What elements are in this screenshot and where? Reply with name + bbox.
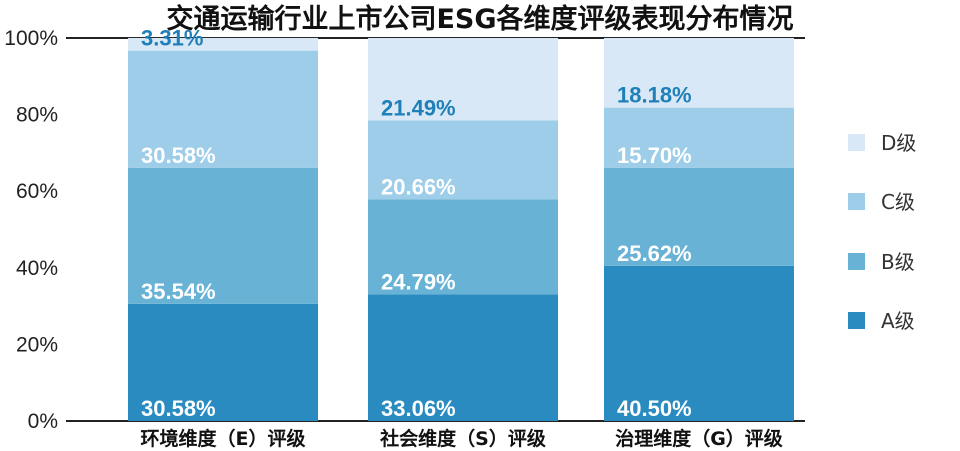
data-label: 30.58%	[141, 396, 216, 421]
legend-swatch	[848, 253, 865, 270]
bar-segment	[604, 38, 794, 108]
data-label: 3.31%	[141, 26, 203, 51]
bar-segment	[368, 120, 558, 200]
legend-label: C级	[881, 190, 915, 214]
y-tick-label: 40%	[16, 257, 58, 280]
bar-segment	[368, 294, 558, 421]
data-label: 35.54%	[141, 279, 216, 304]
bar-segment	[128, 303, 318, 421]
data-label: 30.58%	[141, 143, 216, 168]
data-label: 20.66%	[381, 174, 456, 199]
y-tick-label: 20%	[16, 333, 58, 356]
data-label: 24.79%	[381, 269, 456, 294]
legend-swatch	[848, 312, 865, 329]
bar-segment	[128, 50, 318, 168]
legend: D级 C级 B级 A级	[848, 131, 916, 333]
data-label: 21.49%	[381, 95, 456, 120]
category-label: 环境维度（E）评级	[141, 427, 306, 450]
legend-swatch	[848, 134, 865, 151]
data-label: 33.06%	[381, 396, 456, 421]
bar-segment	[604, 167, 794, 266]
x-axis: 环境维度（E）评级 社会维度（S）评级 治理维度（G）评级	[141, 427, 783, 450]
y-tick-label: 100%	[4, 27, 58, 50]
y-tick-label: 80%	[16, 104, 58, 127]
bar-segment	[604, 265, 794, 421]
bar-segment	[368, 199, 558, 295]
bar-segment	[128, 167, 318, 304]
data-label: 40.50%	[617, 396, 692, 421]
bar-segment	[368, 38, 558, 121]
legend-label: A级	[881, 309, 915, 333]
category-label: 治理维度（G）评级	[615, 427, 783, 450]
data-labels: 30.58% 35.54% 30.58% 3.31% 33.06% 24.79% 20.66…	[141, 26, 692, 421]
category-label: 社会维度（S）评级	[379, 427, 546, 450]
y-tick-label: 0%	[28, 410, 58, 433]
legend-label: D级	[881, 131, 916, 155]
data-label: 25.62%	[617, 241, 692, 266]
data-label: 18.18%	[617, 83, 692, 108]
bar-segment	[128, 37, 318, 51]
chart-title: 交通运输行业上市公司ESG各维度评级表现分布情况	[166, 3, 793, 35]
y-tick-label: 60%	[16, 180, 58, 203]
bars	[128, 37, 794, 421]
bar-segment	[604, 107, 794, 168]
legend-swatch	[848, 193, 865, 210]
data-label: 15.70%	[617, 143, 692, 168]
legend-label: B级	[881, 250, 915, 274]
